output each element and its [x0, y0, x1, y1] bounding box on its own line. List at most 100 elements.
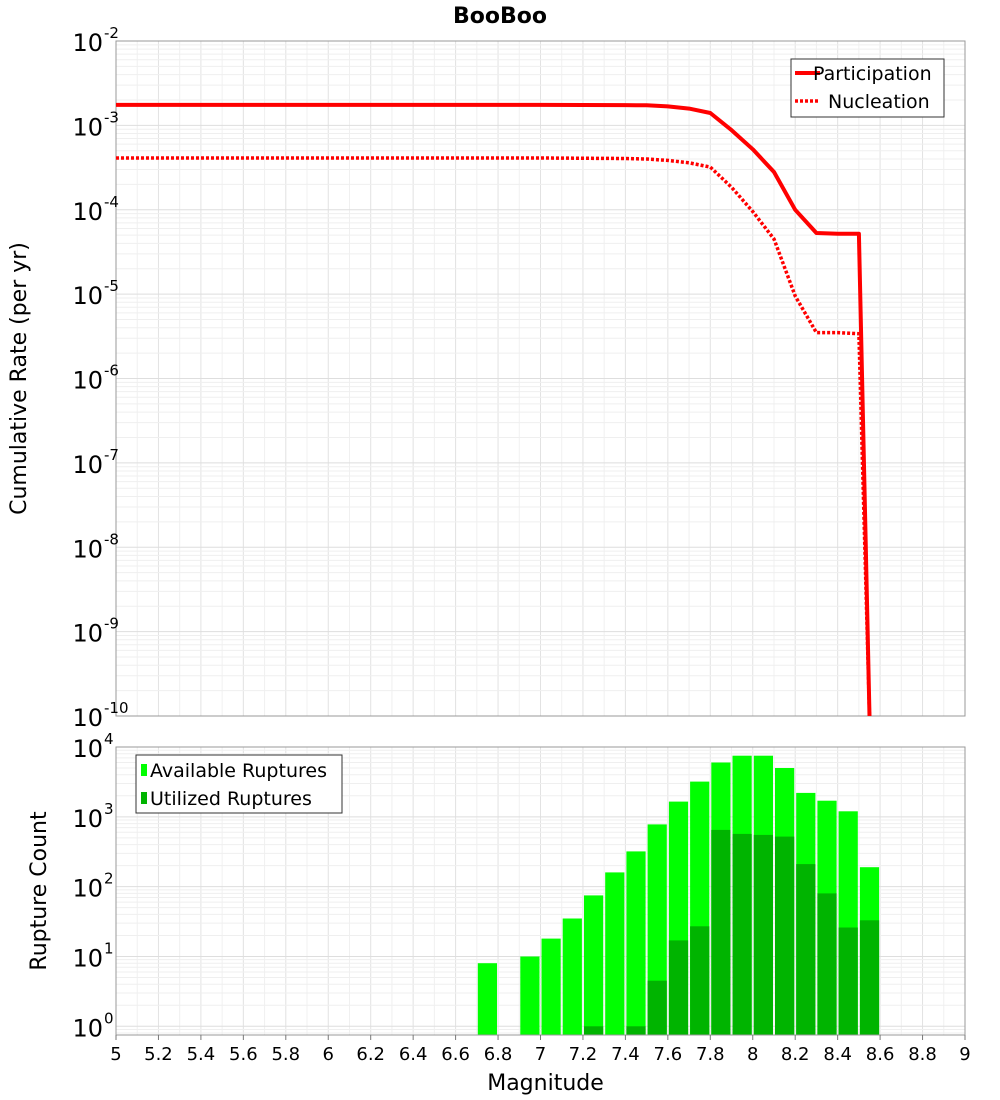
x-tick-label: 6.2 — [356, 1044, 385, 1065]
x-tick-label: 5.6 — [229, 1044, 258, 1065]
y-tick-base: 10 — [72, 451, 103, 479]
available-rupture-bar — [477, 963, 497, 1035]
x-tick-label: 6.4 — [399, 1044, 428, 1065]
y-tick-base: 10 — [72, 620, 103, 648]
x-tick-label: 6.8 — [484, 1044, 513, 1065]
x-tick-label: 6 — [323, 1044, 334, 1065]
y-tick-exponent: -9 — [104, 615, 119, 633]
y-tick-label: 10 -4 — [72, 193, 119, 226]
y-tick-label: 10 1 — [72, 939, 113, 972]
utilized-rupture-bar — [775, 836, 795, 1035]
x-tick-label: 5 — [110, 1044, 121, 1065]
x-tick-label: 5.4 — [187, 1044, 216, 1065]
x-tick-label: 7.4 — [611, 1044, 640, 1065]
x-tick-label: 7 — [535, 1044, 546, 1065]
utilized-rupture-bar — [690, 926, 710, 1035]
y-tick-label: 10 -8 — [72, 530, 119, 563]
x-tick-label: 7.8 — [696, 1044, 725, 1065]
y-tick-exponent: 3 — [104, 800, 114, 818]
y-tick-label: 10 -10 — [72, 699, 128, 732]
x-tick-label: 8.6 — [866, 1044, 895, 1065]
y-tick-base: 10 — [72, 805, 103, 833]
utilized-rupture-bar — [753, 834, 773, 1035]
y-tick-label: 10 -9 — [72, 615, 119, 648]
utilized-rupture-bar — [626, 1026, 646, 1035]
y-tick-exponent: -10 — [104, 699, 129, 717]
legend-box — [790, 58, 945, 118]
y-tick-exponent: -5 — [104, 277, 119, 295]
y-tick-base: 10 — [72, 944, 103, 972]
x-tick-label: 8.8 — [908, 1044, 937, 1065]
y-tick-base: 10 — [72, 704, 103, 732]
available-rupture-bar — [584, 895, 604, 1035]
y-tick-exponent: -6 — [104, 362, 119, 380]
y-tick-exponent: 2 — [104, 870, 114, 888]
utilized-rupture-bar — [859, 920, 880, 1035]
x-tick-label: 5.2 — [144, 1044, 173, 1065]
y-tick-label: 10 -5 — [72, 277, 119, 310]
y-tick-label: 10 -3 — [72, 108, 119, 141]
x-tick-label: 7.2 — [569, 1044, 598, 1065]
y-axis-label: Rupture Count — [27, 811, 52, 971]
y-tick-base: 10 — [72, 367, 103, 395]
plot-frame — [115, 40, 966, 717]
utilized-rupture-bar — [584, 1026, 604, 1035]
utilized-rupture-bar — [668, 940, 689, 1035]
legend: Available Ruptures Utilized Ruptures — [135, 754, 343, 814]
available-rupture-bar — [562, 918, 582, 1035]
y-tick-exponent: -4 — [104, 193, 119, 211]
y-tick-exponent: 4 — [104, 730, 114, 748]
y-tick-label: 10 -2 — [72, 24, 119, 57]
legend-label-available: Available Ruptures — [150, 760, 327, 782]
y-tick-base: 10 — [72, 113, 103, 141]
x-tick-label: 8.4 — [823, 1044, 852, 1065]
y-tick-exponent: -8 — [104, 530, 119, 548]
y-tick-exponent: 0 — [104, 1009, 114, 1027]
y-tick-exponent: 1 — [104, 939, 114, 957]
x-tick-label: 8 — [747, 1044, 758, 1065]
available-rupture-bar — [520, 956, 540, 1035]
x-tick-label: 9 — [959, 1044, 970, 1065]
legend: Participation Nucleation — [790, 58, 945, 118]
available-rupture-bar — [605, 872, 625, 1035]
legend-swatch-available — [141, 764, 147, 776]
y-tick-exponent: -3 — [104, 108, 119, 126]
y-tick-exponent: -2 — [104, 24, 119, 42]
utilized-rupture-bar — [647, 980, 667, 1035]
y-tick-base: 10 — [72, 735, 103, 763]
y-tick-base: 10 — [72, 875, 103, 903]
x-tick-label: 6.6 — [441, 1044, 470, 1065]
utilized-rupture-bar — [711, 829, 731, 1035]
x-tick-label: 8.2 — [781, 1044, 810, 1065]
nucleation-line — [116, 156, 872, 716]
y-tick-exponent: -7 — [104, 446, 119, 464]
y-tick-base: 10 — [72, 198, 103, 226]
x-tick-label: 5.8 — [271, 1044, 300, 1065]
utilized-rupture-bar — [838, 927, 858, 1035]
participation-line — [116, 102, 872, 716]
y-tick-label: 10 3 — [72, 800, 113, 833]
y-tick-label: 10 4 — [72, 730, 113, 763]
available-rupture-bar — [541, 938, 561, 1035]
y-tick-label: 10 0 — [72, 1009, 113, 1042]
utilized-rupture-bar — [796, 864, 816, 1035]
legend-label-utilized: Utilized Ruptures — [150, 788, 312, 810]
y-tick-base: 10 — [72, 1014, 103, 1042]
y-tick-base: 10 — [72, 535, 103, 563]
legend-swatch-utilized — [141, 792, 147, 804]
y-tick-base: 10 — [72, 29, 103, 57]
legend-label-participation: Participation — [813, 63, 932, 85]
x-axis-label: Magnitude — [487, 1071, 604, 1096]
utilized-rupture-bar — [732, 833, 752, 1035]
legend-box — [135, 754, 343, 814]
x-tick-label: 7.6 — [654, 1044, 683, 1065]
chart-title: BooBoo — [453, 4, 547, 29]
y-tick-label: 10 -7 — [72, 446, 119, 479]
legend-label-nucleation: Nucleation — [828, 91, 930, 113]
y-axis-label: Cumulative Rate (per yr) — [7, 242, 32, 515]
y-tick-label: 10 2 — [72, 870, 113, 903]
utilized-rupture-bar — [817, 893, 837, 1035]
